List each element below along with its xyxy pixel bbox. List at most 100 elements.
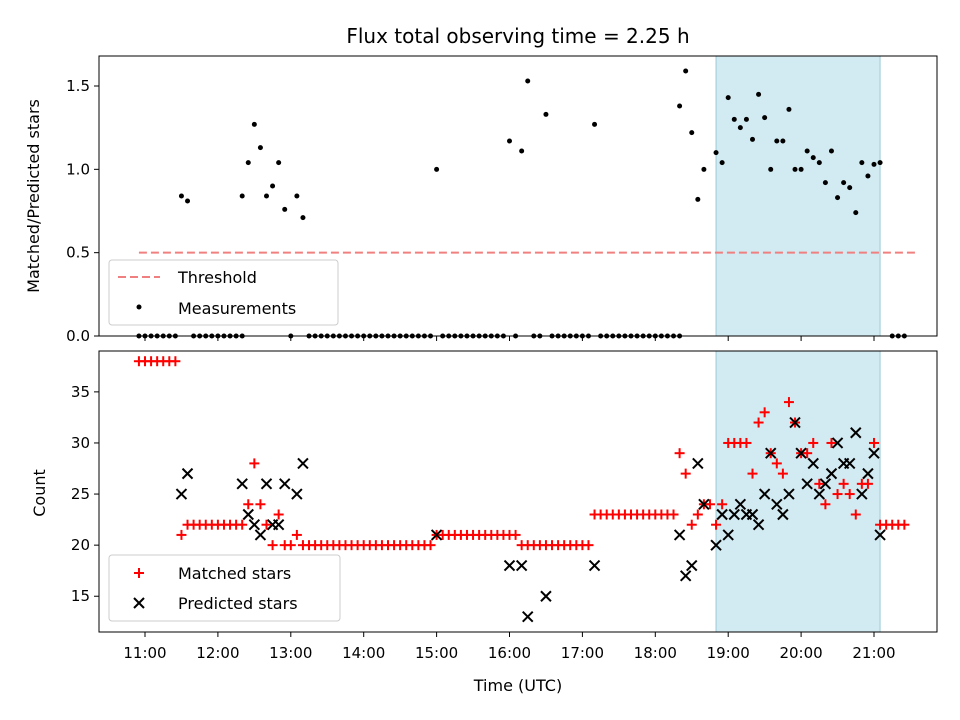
predicted-star-point bbox=[297, 457, 309, 470]
matched-star-point bbox=[273, 509, 284, 520]
predicted-star-point bbox=[175, 488, 188, 500]
predicted-star-point bbox=[868, 447, 880, 459]
top-y-tick-label: 1.0 bbox=[66, 160, 90, 178]
predicted-star-stroke bbox=[728, 508, 740, 521]
predicted-star-point bbox=[430, 529, 443, 541]
predicted-star-point bbox=[710, 539, 722, 551]
measurement-point bbox=[877, 160, 883, 166]
predicted-star-point bbox=[746, 508, 759, 521]
matched-star-point bbox=[771, 458, 782, 469]
predicted-star-point bbox=[503, 559, 516, 572]
measurement-point bbox=[780, 138, 786, 144]
measurement-point bbox=[257, 145, 263, 151]
predicted-star-point bbox=[679, 570, 692, 582]
measurement-point bbox=[300, 215, 306, 221]
predicted-star-stroke bbox=[692, 457, 704, 470]
x-tick-label: 11:00 bbox=[123, 644, 166, 662]
predicted-star-point bbox=[588, 559, 601, 572]
measurement-point bbox=[725, 95, 731, 101]
predicted-star-stroke bbox=[765, 447, 777, 459]
predicted-star-point bbox=[254, 529, 267, 541]
top-y-tick-label: 0.0 bbox=[66, 327, 90, 345]
bottom-y-tick-label: 35 bbox=[71, 383, 90, 401]
measurement-point bbox=[768, 166, 774, 172]
predicted-star-stroke bbox=[515, 559, 528, 572]
measurement-point bbox=[762, 115, 768, 121]
predicted-star-point bbox=[758, 488, 771, 500]
x-tick-label: 19:00 bbox=[707, 644, 750, 662]
matched-star-point bbox=[753, 417, 764, 428]
matched-star-point bbox=[261, 519, 272, 530]
measurement-point bbox=[816, 160, 822, 166]
predicted-star-stroke bbox=[801, 478, 813, 490]
x-axis-label: Time (UTC) bbox=[473, 676, 562, 695]
measurement-point bbox=[592, 121, 598, 127]
top-panel: 0.0 0.5 1.0 1.5 Threshold Measurements bbox=[66, 55, 938, 345]
measurement-point bbox=[774, 138, 780, 144]
bottom-panel: 15 20 25 30 35 11:00 12:00 13:00 14:00 15:00 16:00… bbox=[71, 350, 938, 662]
predicted-star-point bbox=[783, 488, 795, 500]
x-tick-label: 12:00 bbox=[196, 644, 239, 662]
predicted-star-point bbox=[522, 610, 534, 623]
predicted-star-point bbox=[734, 498, 747, 510]
predicted-star-point bbox=[795, 447, 807, 459]
matched-star-point bbox=[844, 489, 855, 500]
predicted-star-point bbox=[686, 559, 698, 572]
predicted-star-point bbox=[515, 559, 528, 572]
predicted-star-stroke bbox=[722, 529, 734, 541]
x-tick-label: 18:00 bbox=[634, 644, 677, 662]
legend-threshold-label: Threshold bbox=[177, 268, 257, 287]
matched-star-point bbox=[777, 468, 788, 479]
predicted-star-point bbox=[242, 508, 254, 521]
matched-star-point bbox=[862, 478, 873, 489]
matched-star-point bbox=[741, 437, 752, 448]
predicted-star-point bbox=[765, 447, 777, 459]
measurement-point bbox=[719, 160, 725, 166]
top-legend-box bbox=[108, 259, 339, 326]
predicted-star-point bbox=[272, 519, 285, 531]
predicted-star-stroke bbox=[874, 529, 886, 541]
predicted-star-stroke bbox=[813, 488, 826, 500]
x-tick-label: 20:00 bbox=[779, 644, 822, 662]
x-tick-label: 14:00 bbox=[342, 644, 385, 662]
x-tick-label: 16:00 bbox=[488, 644, 531, 662]
measurement-point bbox=[282, 206, 288, 212]
bottom-y-tick-label: 30 bbox=[71, 434, 90, 452]
matched-star-point bbox=[826, 437, 837, 448]
legend-predicted-swatch bbox=[133, 597, 145, 609]
predicted-star-stroke bbox=[248, 519, 261, 531]
matched-star-point bbox=[869, 437, 879, 448]
legend-predicted-label: Predicted stars bbox=[178, 594, 298, 613]
measurement-point bbox=[251, 121, 257, 127]
predicted-star-stroke bbox=[260, 478, 273, 490]
matched-star-point bbox=[832, 489, 843, 500]
measurement-point bbox=[713, 150, 719, 156]
predicted-star-stroke bbox=[242, 508, 254, 521]
measurement-point bbox=[434, 166, 440, 172]
matched-star-point bbox=[170, 356, 181, 367]
matched-star-point bbox=[783, 397, 794, 408]
predicted-star-point bbox=[260, 478, 273, 490]
measurement-point bbox=[822, 180, 828, 186]
predicted-star-stroke bbox=[783, 488, 795, 500]
predicted-star-point bbox=[291, 488, 303, 500]
predicted-star-stroke bbox=[843, 457, 856, 470]
measurement-point bbox=[798, 166, 804, 172]
bottom-y-tick-label: 25 bbox=[71, 485, 90, 503]
matched-star-point bbox=[285, 540, 296, 551]
x-tick-label: 17:00 bbox=[561, 644, 604, 662]
predicted-star-stroke bbox=[789, 416, 801, 429]
predicted-star-stroke bbox=[686, 559, 698, 572]
matched-star-point bbox=[808, 437, 819, 448]
predicted-star-point bbox=[874, 529, 886, 541]
predicted-star-point bbox=[843, 457, 856, 470]
matched-star-point bbox=[680, 468, 691, 479]
bottom-axes-frame bbox=[98, 350, 938, 633]
predicted-star-stroke bbox=[819, 478, 832, 490]
predicted-star-point bbox=[752, 519, 765, 531]
matched-star-point bbox=[686, 519, 697, 530]
measurement-point bbox=[792, 166, 798, 172]
top-highlight-span bbox=[715, 55, 881, 337]
predicted-star-point bbox=[181, 467, 194, 480]
